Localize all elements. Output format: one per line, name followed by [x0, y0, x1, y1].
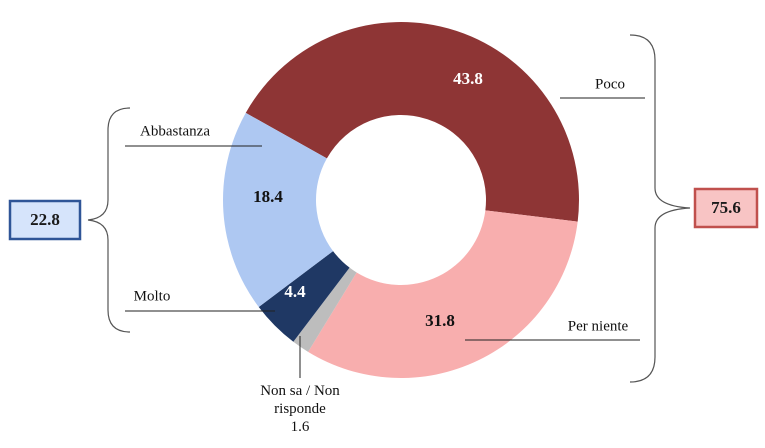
value-label: 1.6 — [290, 419, 310, 435]
donut-segment — [293, 267, 357, 352]
total-box — [8, 199, 82, 241]
total-box — [693, 187, 759, 229]
category-label: Abbastanza — [140, 123, 210, 139]
value-label: 4.4 — [284, 282, 306, 301]
left-brace — [87, 107, 131, 333]
category-label: Poco — [595, 76, 625, 92]
right-brace — [629, 34, 691, 383]
value-label: 43.8 — [453, 69, 483, 88]
non-sa-label: Non sa / Non risponde 1.6 — [235, 382, 365, 436]
donut-segment — [308, 210, 578, 378]
category-label: Per niente — [568, 318, 629, 334]
total-label: 75.6 — [711, 198, 741, 217]
donut-segment — [245, 21, 580, 222]
category-label: Non sa / Non risponde — [260, 383, 340, 417]
donut-segment — [258, 251, 350, 342]
value-label: 31.8 — [425, 311, 455, 330]
value-label: 18.4 — [253, 187, 283, 206]
total-label: 22.8 — [30, 210, 60, 229]
donut-segment — [223, 112, 334, 307]
category-label: Molto — [134, 288, 171, 304]
